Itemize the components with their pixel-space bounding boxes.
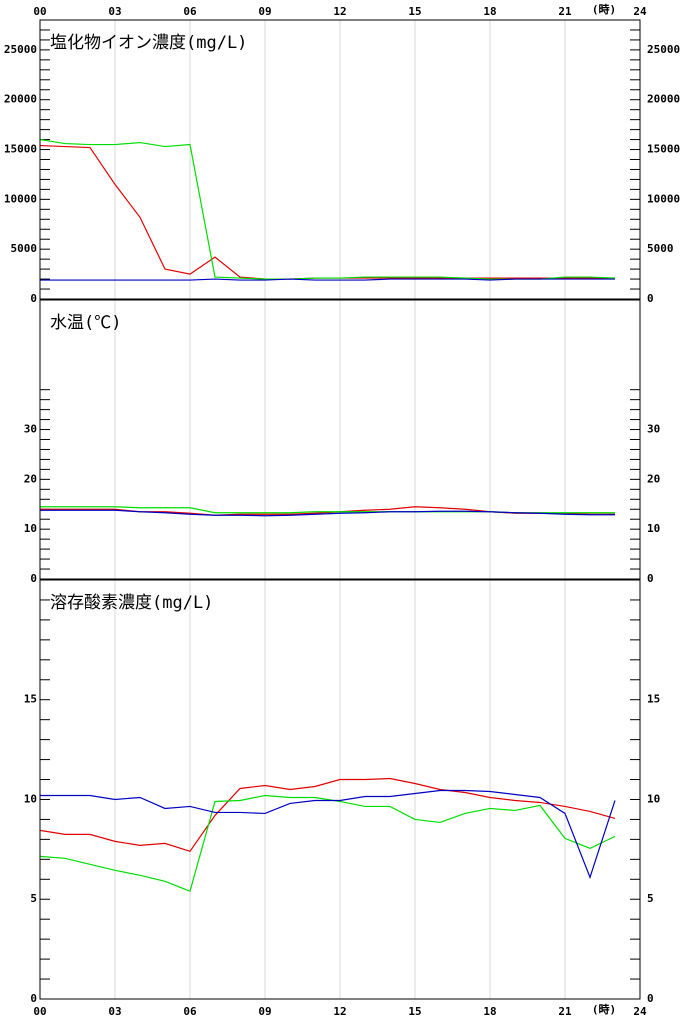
y-tick-label: 15000 [647, 143, 680, 156]
data-line [40, 789, 616, 880]
data-line [40, 509, 615, 517]
y-tick-label: 5000 [11, 242, 38, 255]
y-tick-label: 20000 [647, 93, 680, 106]
y-tick-label: 20 [647, 472, 660, 485]
y-tick-label: 10 [647, 522, 660, 535]
plot-frame [39, 19, 641, 300]
panel-title: 水温(℃) [50, 313, 121, 333]
x-tick-label: 21 [558, 5, 572, 18]
y-tick-label: 10000 [4, 192, 37, 205]
data-line [40, 506, 615, 514]
x-tick-label: 03 [108, 1005, 121, 1018]
y-tick-label: 5 [647, 892, 654, 905]
x-axis-label: (時) [592, 2, 616, 16]
y-tick-label: 5000 [647, 242, 674, 255]
y-tick-label: 20 [24, 472, 37, 485]
panel-title: 溶存酸素濃度(mg/L) [50, 593, 213, 613]
x-tick-label: 24 [633, 5, 647, 18]
x-tick-label: 18 [483, 5, 496, 18]
data-line [40, 278, 615, 281]
x-tick-label: 12 [333, 1005, 346, 1018]
x-axis-label: (時) [592, 1002, 616, 1016]
x-tick-label: 18 [483, 1005, 496, 1018]
plot-frame [39, 579, 641, 1000]
x-tick-label: 09 [258, 1005, 271, 1018]
x-tick-label: 03 [108, 5, 121, 18]
y-tick-label: 15 [24, 693, 37, 706]
x-tick-label: 00 [33, 5, 46, 18]
panel-title: 塩化物イオン濃度(mg/L) [50, 33, 247, 53]
x-tick-label: 21 [558, 1005, 572, 1018]
x-tick-label: 15 [408, 1005, 421, 1018]
y-tick-label: 30 [24, 423, 37, 436]
plot-frame [39, 299, 641, 580]
y-tick-label: 10 [24, 522, 37, 535]
y-tick-label: 30 [647, 423, 660, 436]
x-tick-label: 15 [408, 5, 421, 18]
x-tick-label: 12 [333, 5, 346, 18]
y-tick-label: 0 [30, 992, 37, 1005]
data-line [39, 144, 615, 280]
y-tick-label: 0 [647, 572, 654, 585]
data-line [39, 138, 616, 280]
x-tick-label: 09 [258, 5, 271, 18]
x-tick-label: 06 [183, 5, 197, 18]
y-tick-label: 10 [647, 792, 660, 805]
x-tick-label: 06 [183, 1005, 197, 1018]
y-tick-label: 25000 [647, 43, 680, 56]
y-tick-label: 25000 [4, 43, 37, 56]
x-tick-label: 00 [33, 1005, 46, 1018]
y-tick-label: 10 [24, 792, 37, 805]
data-line [39, 794, 616, 893]
y-tick-label: 10000 [647, 192, 680, 205]
y-tick-label: 0 [647, 292, 654, 305]
data-line [39, 777, 616, 853]
x-tick-label: 24 [633, 1005, 647, 1018]
y-tick-label: 15 [647, 693, 660, 706]
y-tick-label: 5 [30, 892, 37, 905]
y-tick-label: 20000 [4, 93, 37, 106]
y-tick-label: 0 [30, 292, 37, 305]
y-tick-label: 0 [30, 572, 37, 585]
y-tick-label: 0 [647, 992, 654, 1005]
y-tick-label: 15000 [4, 143, 37, 156]
